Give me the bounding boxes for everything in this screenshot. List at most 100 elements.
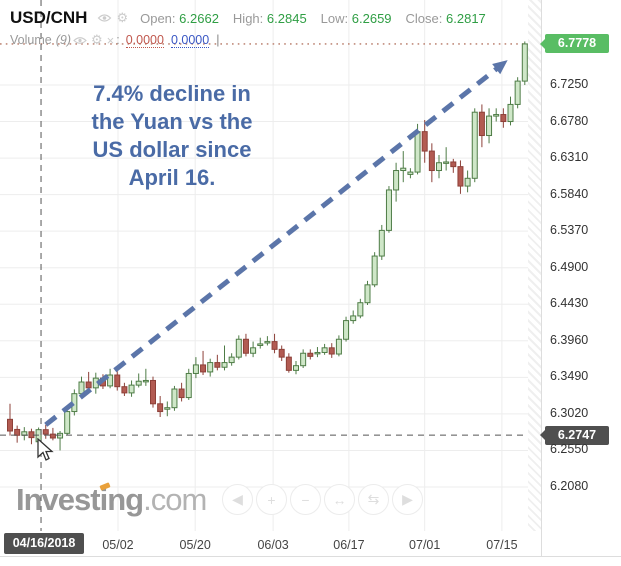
candle-body — [421, 131, 428, 152]
candle-body — [300, 352, 307, 367]
candle-body — [57, 432, 64, 439]
candle-body — [493, 114, 500, 117]
bottom-separator — [0, 556, 621, 557]
pan-left-button[interactable]: ◀ — [222, 484, 253, 515]
gear-icon[interactable]: ⚙ — [90, 32, 103, 47]
zoom-in-button[interactable]: + — [256, 484, 287, 515]
candle-body — [364, 284, 371, 304]
candle-body — [7, 418, 13, 432]
zoom-x-reset-button[interactable]: ⇆ — [358, 484, 389, 515]
chart-toolbar: ◀ + − ↔ ⇆ ▶ — [222, 484, 423, 515]
price-tick-label: 6.4900 — [550, 259, 589, 274]
zoom-x-expand-button[interactable]: ↔ — [324, 484, 355, 515]
crosshair-price-badge: 6.2747 — [540, 425, 609, 445]
candle-body — [293, 365, 299, 371]
candle-body — [371, 255, 378, 286]
candle-body — [221, 362, 228, 368]
candle-body — [200, 364, 207, 373]
symbol-title: USD/CNH — [10, 8, 88, 27]
plot-canvas — [0, 0, 541, 531]
eye-icon[interactable] — [73, 33, 87, 48]
candle-body — [157, 403, 164, 413]
date-tick-label: 07/01 — [409, 538, 441, 552]
date-tick-label: 05/02 — [102, 538, 134, 552]
candle-body — [478, 111, 485, 137]
candle-body — [264, 341, 271, 344]
candle-body — [407, 171, 414, 175]
logo-brand-suffix: ng — [107, 482, 144, 517]
candle-body — [514, 80, 521, 105]
candle-body — [42, 429, 49, 435]
current-price-badge: 6.7778 — [540, 34, 609, 54]
price-tick-label: 6.3020 — [550, 405, 589, 420]
candle-body — [150, 379, 156, 405]
candle-body — [121, 386, 128, 394]
candle-body — [14, 428, 21, 436]
candle-body — [257, 343, 264, 346]
candle-body — [314, 351, 321, 355]
candle-body — [171, 388, 178, 409]
date-axis[interactable]: 04/16/2018 05/02 05/20 06/03 06/17 07/01 07/1… — [0, 531, 541, 556]
candle-body — [207, 362, 214, 373]
logo-brand-prefix: Invest — [16, 482, 101, 517]
candle-body — [64, 411, 71, 434]
price-tick-label: 6.4430 — [550, 296, 589, 311]
price-tick-label: 6.5840 — [550, 186, 589, 201]
indicator-period: (9) — [55, 33, 71, 47]
candle-body — [135, 380, 142, 386]
indicator-value-1: 0.0000 — [125, 32, 164, 48]
investing-logo[interactable]: Investing.com — [16, 482, 207, 518]
candle-body — [507, 103, 514, 123]
candle-body — [214, 362, 221, 368]
candle-body — [107, 374, 114, 387]
price-tick-label: 6.2550 — [550, 442, 589, 457]
price-tick-label: 6.3960 — [550, 332, 589, 347]
candle-body — [285, 356, 292, 371]
ohlc-pair: Close: 6.2817 — [405, 10, 486, 26]
candle-body — [185, 372, 192, 399]
candle-body — [49, 433, 56, 439]
candle-body — [486, 115, 493, 137]
candle-body — [521, 43, 528, 82]
price-axis[interactable]: 6.7778 6.2747 6.7250 6.6780 6.6310 6.5840 6.… — [540, 0, 621, 556]
price-tick-label: 6.6310 — [550, 150, 589, 165]
candle-body — [471, 111, 478, 179]
chart-header: USD/CNH ⚙ Open: 6.2662 High: 6.2845 Low: 6… — [10, 8, 500, 28]
indicator-row: Volume (9) ⚙ × : 0.0000 0.0000 | — [10, 32, 219, 48]
price-tick-label: 6.5370 — [550, 223, 589, 238]
candle-body — [128, 384, 135, 394]
candle-body — [443, 161, 450, 164]
pan-right-button[interactable]: ▶ — [392, 484, 423, 515]
candle-body — [457, 166, 464, 187]
price-tick-label: 6.6780 — [550, 113, 589, 128]
candle-body — [428, 150, 435, 172]
gear-icon[interactable]: ⚙ — [116, 10, 129, 25]
candle-body — [393, 170, 400, 191]
candle-body — [385, 189, 392, 231]
close-icon[interactable]: × — [106, 32, 115, 48]
price-axis-separator — [541, 0, 542, 556]
candle-body — [335, 338, 342, 355]
price-tick-label: 6.2080 — [550, 478, 589, 493]
zoom-out-button[interactable]: − — [290, 484, 321, 515]
candle-body — [378, 229, 385, 257]
ohlc-pair: Low: 6.2659 — [320, 10, 392, 26]
ohlc-pair: High: 6.2845 — [232, 10, 307, 26]
candle-body — [350, 315, 357, 322]
trend-arrowhead — [492, 60, 508, 75]
eye-icon[interactable] — [97, 11, 112, 26]
candle-body — [78, 381, 85, 395]
candle-body — [164, 407, 171, 410]
candle-body — [142, 379, 149, 383]
candle-body — [178, 388, 185, 399]
crosshair-date-badge: 04/16/2018 — [4, 533, 85, 554]
candlestick-chart[interactable] — [0, 0, 541, 531]
price-tick-label: 6.7250 — [550, 76, 589, 91]
ohlc-readout: Open: 6.2662 High: 6.2845 Low: 6.2659 Close… — [140, 11, 500, 26]
indicator-bar: | — [216, 33, 220, 47]
date-tick-label: 06/17 — [333, 538, 365, 552]
candle-body — [400, 167, 407, 172]
annotation-text: 7.4% decline in the Yuan vs the US dolla… — [91, 81, 253, 190]
trend-line[interactable] — [44, 64, 502, 427]
